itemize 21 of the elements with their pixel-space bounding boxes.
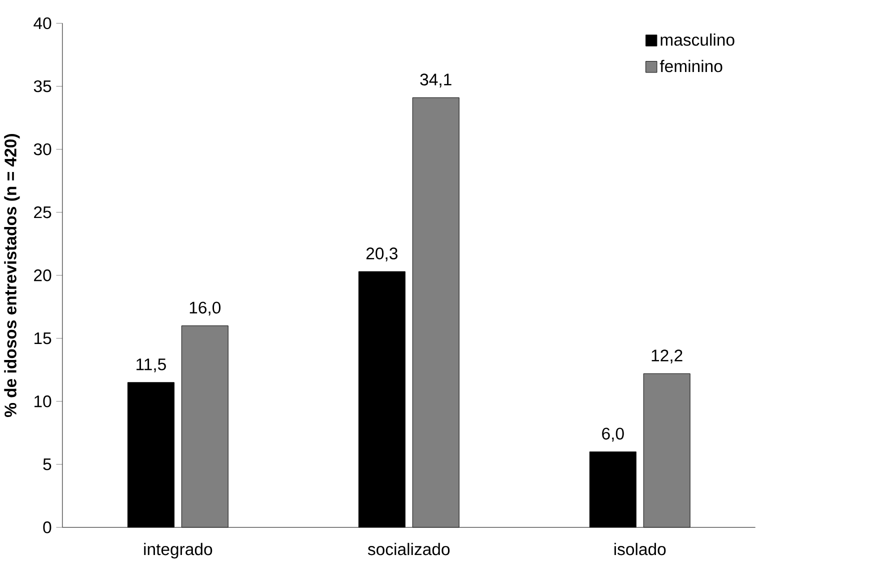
x-tick-label: socializado [368,543,450,556]
data-label: 34,1 [420,74,452,88]
y-tick-label: 15 [34,332,52,344]
data-label: 12,2 [652,350,682,364]
y-axis-title: % de idosos entrevistados (n = 420) [4,134,20,418]
y-tick-label: 40 [34,18,52,30]
y-tick-label: 0 [43,522,52,534]
y-tick-label: 25 [34,206,52,218]
data-label: 16,0 [190,302,221,316]
x-tick-label: isolado [614,543,666,556]
y-tick-label: 20 [34,270,52,282]
legend-label: masculino [660,34,734,46]
legend-label: feminino [660,60,722,72]
y-tick-label: 35 [34,80,52,92]
data-label: 20,3 [366,248,398,262]
x-tick-label: integrado [144,543,212,559]
y-tick-label: 30 [34,144,52,156]
y-tick-label: 5 [43,458,52,470]
data-label: 11,5 [136,358,166,372]
data-label: 6,0 [602,428,624,442]
y-tick-label: 10 [34,396,52,408]
